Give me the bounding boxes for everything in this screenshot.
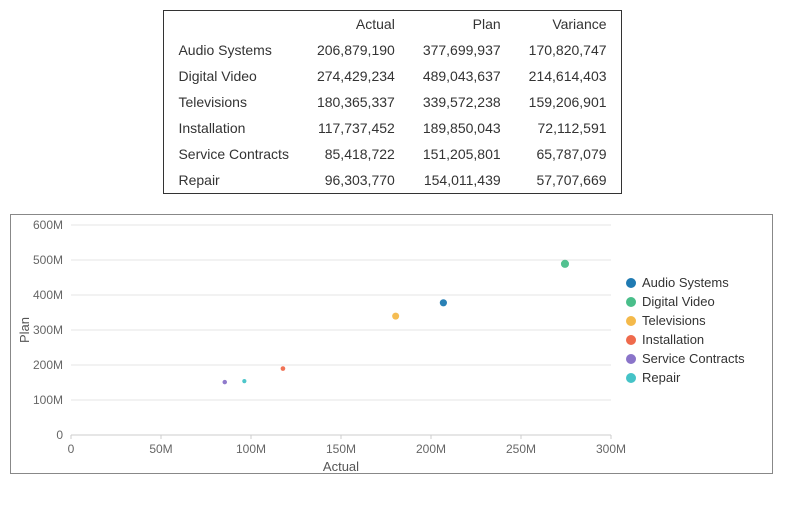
legend-item: Digital Video bbox=[626, 294, 745, 309]
cell-actual: 206,879,190 bbox=[303, 37, 409, 63]
legend-swatch bbox=[626, 354, 636, 364]
cell-plan: 154,011,439 bbox=[409, 167, 515, 194]
legend-label: Repair bbox=[642, 370, 680, 385]
cell-actual: 85,418,722 bbox=[303, 141, 409, 167]
col-blank bbox=[164, 11, 303, 38]
table-row: Audio Systems206,879,190377,699,937170,8… bbox=[164, 37, 621, 63]
legend-label: Digital Video bbox=[642, 294, 715, 309]
row-label: Televisions bbox=[164, 89, 303, 115]
bubble-televisions bbox=[392, 313, 399, 320]
legend-item: Service Contracts bbox=[626, 351, 745, 366]
row-label: Repair bbox=[164, 167, 303, 194]
cell-plan: 377,699,937 bbox=[409, 37, 515, 63]
x-tick-label: 300M bbox=[596, 442, 626, 456]
cell-variance: 65,787,079 bbox=[515, 141, 621, 167]
legend-swatch bbox=[626, 297, 636, 307]
bubble-chart: 0 100M 200M 300M 400M 500M 600M 0 50M 100M 150M 200… bbox=[10, 214, 773, 474]
cell-variance: 214,614,403 bbox=[515, 63, 621, 89]
legend-swatch bbox=[626, 373, 636, 383]
cell-variance: 170,820,747 bbox=[515, 37, 621, 63]
cell-variance: 72,112,591 bbox=[515, 115, 621, 141]
cell-plan: 489,043,637 bbox=[409, 63, 515, 89]
x-tick-label: 100M bbox=[236, 442, 266, 456]
table-row: Digital Video274,429,234489,043,637214,6… bbox=[164, 63, 621, 89]
legend-item: Repair bbox=[626, 370, 745, 385]
cell-actual: 117,737,452 bbox=[303, 115, 409, 141]
bubble-digital-video bbox=[561, 260, 569, 268]
legend-label: Service Contracts bbox=[642, 351, 745, 366]
legend-swatch bbox=[626, 335, 636, 345]
cell-plan: 339,572,238 bbox=[409, 89, 515, 115]
x-tick-label: 0 bbox=[68, 442, 75, 456]
data-table: Actual Plan Variance Audio Systems206,87… bbox=[163, 10, 621, 194]
col-plan: Plan bbox=[409, 11, 515, 38]
y-axis-label: Plan bbox=[17, 317, 32, 343]
legend-label: Installation bbox=[642, 332, 704, 347]
table-row: Installation117,737,452189,850,04372,112… bbox=[164, 115, 621, 141]
y-tick-label: 100M bbox=[33, 393, 63, 407]
y-tick-label: 500M bbox=[33, 253, 63, 267]
cell-actual: 96,303,770 bbox=[303, 167, 409, 194]
cell-plan: 189,850,043 bbox=[409, 115, 515, 141]
x-tick-label: 200M bbox=[416, 442, 446, 456]
col-variance: Variance bbox=[515, 11, 621, 38]
legend-label: Televisions bbox=[642, 313, 706, 328]
y-tick-label: 0 bbox=[56, 428, 63, 442]
row-label: Service Contracts bbox=[164, 141, 303, 167]
cell-plan: 151,205,801 bbox=[409, 141, 515, 167]
cell-actual: 274,429,234 bbox=[303, 63, 409, 89]
x-axis-label: Actual bbox=[323, 459, 359, 473]
chart-legend: Audio Systems Digital Video Televisions Ins… bbox=[626, 275, 745, 389]
y-tick-label: 600M bbox=[33, 218, 63, 232]
col-actual: Actual bbox=[303, 11, 409, 38]
bubble-service-contracts bbox=[223, 380, 227, 384]
x-tick-label: 150M bbox=[326, 442, 356, 456]
cell-variance: 57,707,669 bbox=[515, 167, 621, 194]
legend-swatch bbox=[626, 278, 636, 288]
row-label: Audio Systems bbox=[164, 37, 303, 63]
x-tick-label: 50M bbox=[149, 442, 172, 456]
table-row: Service Contracts85,418,722151,205,80165… bbox=[164, 141, 621, 167]
y-tick-label: 200M bbox=[33, 358, 63, 372]
table-header-row: Actual Plan Variance bbox=[164, 11, 621, 38]
bubble-installation bbox=[281, 366, 286, 371]
legend-item: Audio Systems bbox=[626, 275, 745, 290]
data-table-container: Actual Plan Variance Audio Systems206,87… bbox=[10, 10, 775, 194]
row-label: Installation bbox=[164, 115, 303, 141]
legend-item: Installation bbox=[626, 332, 745, 347]
cell-variance: 159,206,901 bbox=[515, 89, 621, 115]
cell-actual: 180,365,337 bbox=[303, 89, 409, 115]
y-tick-label: 400M bbox=[33, 288, 63, 302]
legend-swatch bbox=[626, 316, 636, 326]
legend-label: Audio Systems bbox=[642, 275, 729, 290]
x-tick-label: 250M bbox=[506, 442, 536, 456]
bubble-audio-systems bbox=[440, 299, 447, 306]
bubble-repair bbox=[242, 379, 246, 383]
row-label: Digital Video bbox=[164, 63, 303, 89]
table-row: Televisions180,365,337339,572,238159,206… bbox=[164, 89, 621, 115]
y-tick-label: 300M bbox=[33, 323, 63, 337]
table-row: Repair96,303,770154,011,43957,707,669 bbox=[164, 167, 621, 194]
legend-item: Televisions bbox=[626, 313, 745, 328]
